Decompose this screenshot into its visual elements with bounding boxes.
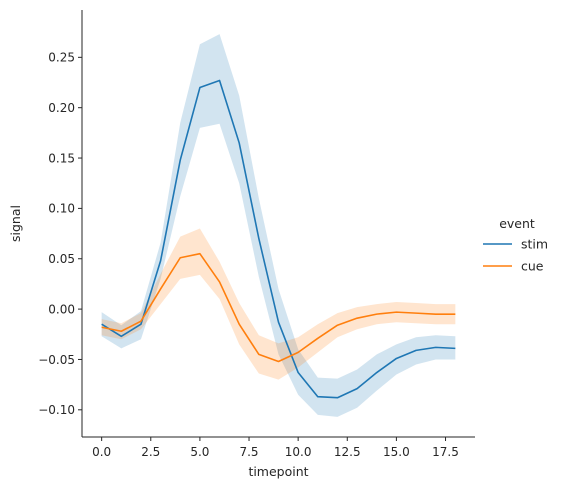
series-lines: [101, 79, 456, 399]
y-tick-label: 0.10: [48, 202, 75, 216]
x-tick-label: 10.0: [285, 445, 312, 459]
x-tick-label: 0.0: [92, 445, 111, 459]
legend-items: stim cue: [483, 237, 548, 274]
legend-label-stim: stim: [521, 237, 548, 252]
confidence-band-cue: [101, 228, 456, 380]
y-axis-label: signal: [8, 205, 23, 242]
series-line-cue: [101, 252, 456, 363]
axes: 0.0 2.5 5.0 7.5 10.0 12.5 15.0 17.5 −0.10 −0.05 0…: [38, 10, 475, 459]
y-tick-label: −0.05: [38, 353, 75, 367]
legend-title: event: [499, 216, 535, 231]
x-tick-label: 2.5: [141, 445, 160, 459]
confidence-band-stim: [101, 34, 456, 417]
x-tick-label: 5.0: [190, 445, 209, 459]
x-axis-ticks: 0.0 2.5 5.0 7.5 10.0 12.5 15.0 17.5: [92, 437, 459, 459]
x-tick-label: 7.5: [239, 445, 258, 459]
x-tick-label: 15.0: [383, 445, 410, 459]
x-tick-label: 17.5: [432, 445, 459, 459]
y-tick-label: 0.00: [48, 302, 75, 316]
y-tick-label: 0.25: [48, 51, 75, 65]
legend: event stim cue: [483, 216, 548, 274]
x-tick-label: 12.5: [334, 445, 361, 459]
confidence-bands: [101, 34, 456, 417]
series-line-stim: [101, 79, 456, 399]
legend-label-cue: cue: [521, 259, 544, 274]
y-axis-ticks: −0.10 −0.05 0.00 0.05 0.10 0.15 0.20 0.25: [38, 51, 82, 417]
x-axis-label: timepoint: [248, 464, 308, 479]
y-tick-label: 0.05: [48, 252, 75, 266]
y-tick-label: 0.15: [48, 151, 75, 165]
y-tick-label: 0.20: [48, 101, 75, 115]
y-tick-label: −0.10: [38, 403, 75, 417]
